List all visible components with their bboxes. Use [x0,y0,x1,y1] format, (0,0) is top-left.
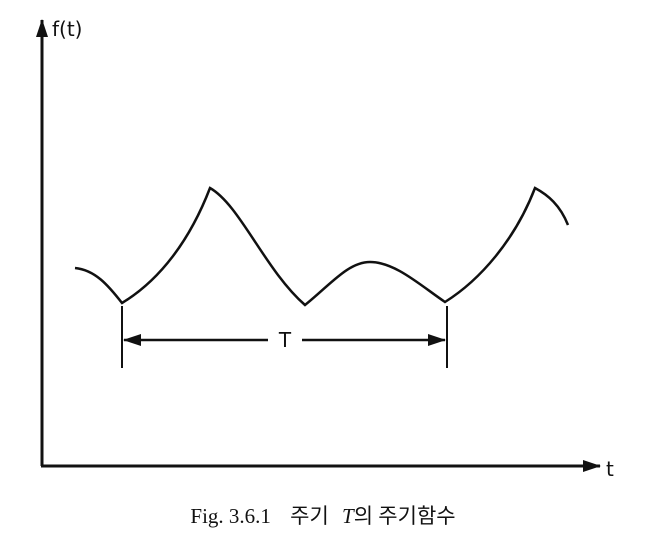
caption-text: 의 주기함수 [354,504,456,528]
periodic-curve [74,186,570,307]
caption-number: Fig. 3.6.1 [190,504,271,528]
y-axis-label: f(t) [52,17,83,41]
x-axis-label: t [606,457,614,481]
period-label: T [278,328,292,352]
caption-symbol: T [342,504,355,528]
caption: Fig. 3.6.1 주기 T의 주기함수 [190,504,455,528]
caption-text: 주기 [290,504,329,528]
